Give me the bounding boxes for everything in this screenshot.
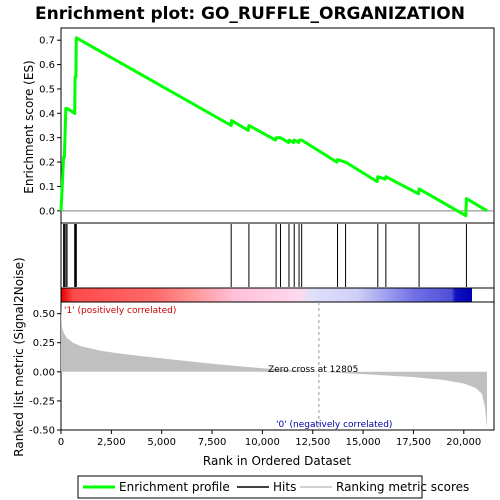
es-y-label: Enrichment score (ES) [22, 60, 36, 193]
metric-y-tick-label: 0.50 [33, 309, 55, 320]
hit-marks [63, 224, 467, 287]
es-y-tick-label: 0.2 [39, 158, 55, 169]
x-tick-label: 17,500 [396, 437, 431, 448]
legend-metric-label: Ranking metric scores [336, 480, 469, 494]
x-tick-label: 0 [58, 437, 64, 448]
x-tick-label: 20,000 [446, 437, 481, 448]
es-y-ticks: 0.0 0.1 0.2 0.3 0.4 0.5 0.6 0.7 [39, 36, 61, 217]
es-y-tick-label: 0.1 [39, 182, 55, 193]
x-tick-label: 7,500 [198, 437, 227, 448]
x-axis-label: Rank in Ordered Dataset [203, 454, 351, 468]
chart-title: Enrichment plot: GO_RUFFLE_ORGANIZATION [35, 4, 465, 24]
es-y-tick-label: 0.4 [39, 109, 55, 120]
hits-panel-frame [60, 222, 495, 289]
x-tick-label: 12,500 [295, 437, 330, 448]
metric-y-tick-label: 0.25 [33, 338, 55, 349]
enrichment-profile-line [59, 36, 488, 218]
legend-hits-label: Hits [273, 480, 296, 494]
legend-es-label: Enrichment profile [119, 480, 230, 494]
metric-y-ticks: 0.50 0.25 0.00 -0.25 -0.50 [29, 309, 61, 437]
zero-cross-label: Zero cross at 12805 [268, 365, 358, 375]
es-y-tick-label: 0.3 [39, 133, 55, 144]
es-y-tick-label: 0.0 [39, 206, 55, 217]
ranking-colorbar [61, 288, 472, 302]
es-y-tick-label: 0.5 [39, 84, 55, 95]
x-tick-label: 5,000 [147, 437, 176, 448]
metric-y-label: Ranked list metric (Signal2Noise) [12, 257, 26, 456]
metric-y-tick-label: 0.00 [33, 367, 55, 378]
metric-y-tick-label: -0.25 [29, 396, 55, 407]
ranking-metric-area [61, 306, 487, 428]
es-y-tick-label: 0.7 [39, 36, 55, 47]
x-tick-label: 2,500 [97, 437, 126, 448]
x-tick-label: 10,000 [245, 437, 280, 448]
negative-label: '0' (negatively correlated) [276, 420, 392, 430]
metric-y-tick-label: -0.50 [29, 426, 55, 437]
metric-x-ticks: 0 2,500 5,000 7,500 10,000 12,500 15,000 17,500… [58, 430, 481, 448]
positive-label: '1' (positively correlated) [64, 306, 176, 316]
es-y-tick-label: 0.6 [39, 60, 55, 71]
x-tick-label: 15,000 [346, 437, 381, 448]
